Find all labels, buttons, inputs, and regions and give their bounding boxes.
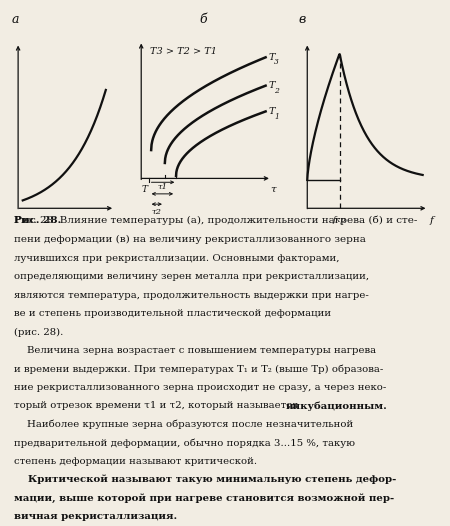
Text: T: T [268,107,274,116]
Text: Рис. 28.: Рис. 28. [14,216,61,225]
Text: вичная рекристаллизация.: вичная рекристаллизация. [14,512,176,521]
Text: τ1: τ1 [158,183,167,191]
Text: 2: 2 [274,87,279,95]
Text: fкр: fкр [333,216,346,224]
Text: τ: τ [270,185,276,194]
Text: определяющими величину зерен металла при рекристаллизации,: определяющими величину зерен металла при… [14,272,369,281]
Text: Критической называют такую минимальную степень дефор-: Критической называют такую минимальную с… [14,475,396,484]
Text: б: б [199,13,207,26]
Text: Рис. 28. Влияние температуры (а), продолжительности нагрева (б) и сте-: Рис. 28. Влияние температуры (а), продол… [14,216,417,225]
Text: Наиболее крупные зерна образуются после незначительной: Наиболее крупные зерна образуются после … [14,420,353,429]
Text: T: T [268,81,274,90]
Text: ние рекристаллизованного зерна происходит не сразу, а через неко-: ние рекристаллизованного зерна происходи… [14,383,386,392]
Text: 1: 1 [274,113,279,120]
Text: T: T [141,185,148,194]
Text: степень деформации называют критической.: степень деформации называют критической. [14,457,256,466]
Text: Величина зерна возрастает с повышением температуры нагрева: Величина зерна возрастает с повышением т… [14,346,376,355]
Text: (рис. 28).: (рис. 28). [14,328,63,337]
Text: τ2: τ2 [152,208,162,216]
Text: ве и степень производительной пластической деформации: ве и степень производительной пластическ… [14,309,331,318]
Text: мации, выше которой при нагреве становится возможной пер-: мации, выше которой при нагреве становит… [14,493,394,503]
Text: торый отрезок времени τ1 и τ2, который называется: торый отрезок времени τ1 и τ2, который н… [14,401,301,410]
Text: а: а [11,13,19,26]
Text: f: f [430,216,434,225]
Text: 3: 3 [274,58,279,66]
Text: в: в [299,13,306,26]
Text: являются температура, продолжительность выдержки при нагре-: являются температура, продолжительность … [14,291,368,300]
Text: лучившихся при рекристаллизации. Основными факторами,: лучившихся при рекристаллизации. Основны… [14,254,339,263]
Text: T: T [268,53,274,62]
Text: предварительной деформации, обычно порядка 3...15 %, такую: предварительной деформации, обычно поряд… [14,438,355,448]
Text: пени деформации (в) на величину рекристаллизованного зерна: пени деформации (в) на величину рекриста… [14,235,365,244]
Text: и времени выдержки. При температурах T₁ и T₂ (выше Tр) образова-: и времени выдержки. При температурах T₁ … [14,365,383,374]
Text: T3 > T2 > T1: T3 > T2 > T1 [150,47,217,56]
Text: инкубационным.: инкубационным. [285,401,387,411]
